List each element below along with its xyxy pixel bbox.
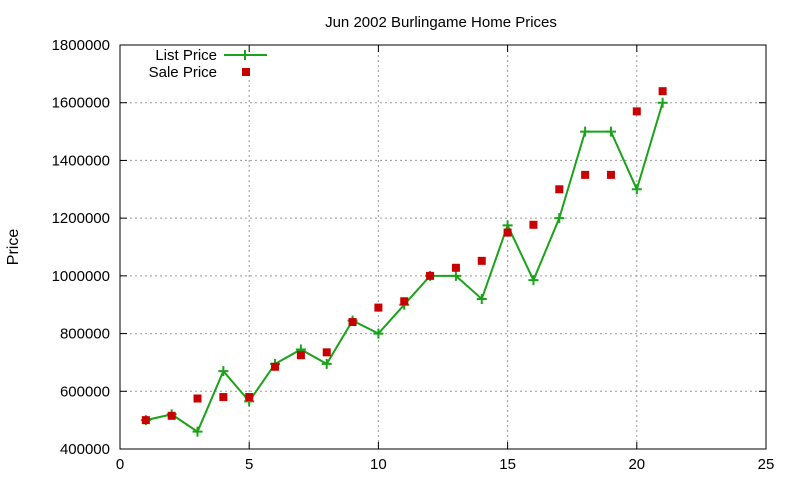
list-price-line	[145, 102, 664, 434]
list-price-point	[528, 275, 539, 286]
chart-title: Jun 2002 Burlingame Home Prices	[325, 14, 557, 31]
list-price-point	[450, 270, 461, 281]
sale-price-point	[167, 411, 176, 420]
legend-plus-marker	[240, 50, 250, 60]
y-tick-label: 1000000	[52, 268, 110, 285]
list-price-point	[321, 358, 332, 369]
sale-price-point	[296, 351, 305, 360]
sale-price-point	[606, 170, 615, 179]
list-price-point	[218, 366, 229, 377]
sale-price-point	[581, 170, 590, 179]
legend-label: Sale Price	[149, 64, 217, 81]
list-price-point	[657, 97, 668, 108]
y-tick-label: 1800000	[52, 37, 110, 54]
legend-label: List Price	[155, 47, 217, 64]
sale-price-point	[555, 185, 564, 194]
legend-square-marker	[242, 68, 250, 76]
sale-price-point	[451, 263, 460, 272]
y-tick-label: 1400000	[52, 152, 110, 169]
sale-price-point	[400, 297, 409, 306]
data-series	[140, 87, 668, 437]
sale-price-point	[503, 228, 512, 237]
y-tick-label: 1600000	[52, 95, 110, 112]
sale-price-point	[348, 318, 357, 327]
list-price-point	[554, 213, 565, 224]
list-price-point	[631, 184, 642, 195]
y-axis-label: Price	[5, 229, 22, 266]
series-list-price	[140, 97, 668, 437]
list-price-point	[476, 293, 487, 304]
sale-price-point	[271, 362, 280, 371]
sale-price-point	[141, 416, 150, 425]
series-sale-price	[141, 87, 667, 425]
sale-price-point	[477, 256, 486, 265]
y-tick-label: 400000	[60, 441, 110, 458]
list-price-point	[192, 426, 203, 437]
x-tick-label: 25	[758, 456, 775, 473]
list-price-point	[580, 126, 591, 137]
x-tick-label: 15	[499, 456, 516, 473]
y-tick-label: 800000	[60, 326, 110, 343]
sale-price-point	[374, 303, 383, 312]
y-tick-label: 1200000	[52, 210, 110, 227]
sale-price-point	[322, 348, 331, 357]
x-tick-label: 20	[628, 456, 645, 473]
sale-price-point	[219, 393, 228, 402]
axes: 0 5 10 15 20 25 400000 600000 800000 1000000 12000…	[52, 37, 775, 473]
sale-price-point	[632, 107, 641, 116]
grid-lines	[120, 45, 766, 449]
list-price-point	[605, 126, 616, 137]
sale-price-point	[193, 394, 202, 403]
x-tick-label: 0	[116, 456, 124, 473]
x-tick-label: 5	[245, 456, 253, 473]
sale-price-point	[245, 393, 254, 402]
x-tick-label: 10	[370, 456, 387, 473]
sale-price-point	[529, 220, 538, 229]
list-price-point	[373, 328, 384, 339]
sale-price-point	[426, 271, 435, 280]
sale-price-point	[658, 87, 667, 96]
y-tick-label: 600000	[60, 383, 110, 400]
plot-area-border	[119, 44, 767, 450]
